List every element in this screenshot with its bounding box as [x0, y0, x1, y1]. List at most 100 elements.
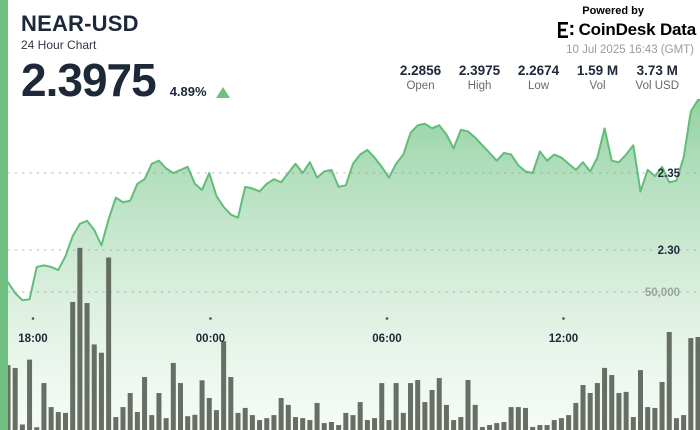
volume-bar: [652, 407, 658, 430]
stat-label: Low: [527, 80, 550, 92]
volume-bar: [242, 407, 248, 430]
volume-bar: [91, 344, 97, 430]
chart-period-subtitle: 24 Hour Chart: [21, 38, 97, 52]
volume-bar: [106, 257, 112, 430]
volume-bar: [285, 404, 291, 430]
volume-bar: [235, 412, 241, 430]
volume-bar: [307, 420, 313, 430]
volume-bar: [213, 410, 219, 430]
volume-bar: [84, 303, 90, 430]
volume-bar: [127, 393, 133, 430]
volume-bar: [537, 425, 543, 430]
volume-bar: [422, 402, 428, 430]
brand-accent-stripe: [0, 0, 8, 430]
stat-label: Vol USD: [635, 80, 679, 92]
volume-bar: [221, 341, 227, 430]
volume-bar: [5, 365, 11, 430]
quote-timestamp: 10 Jul 2025 16:43 (GMT): [566, 44, 694, 56]
volume-bar: [688, 338, 694, 430]
x-tick-dot: [31, 317, 35, 320]
volume-bar: [19, 424, 25, 430]
volume-bar: [479, 426, 485, 430]
volume-bar: [185, 416, 191, 430]
x-axis-label: 00:00: [196, 333, 225, 345]
volume-bar: [264, 418, 270, 430]
volume-bar: [55, 412, 61, 430]
x-axis-label: 06:00: [372, 333, 401, 345]
volume-bar: [41, 383, 47, 430]
volume-bar: [156, 393, 162, 430]
volume-bar: [400, 412, 406, 430]
volume-bar: [386, 420, 392, 430]
stat-label: Vol: [589, 80, 606, 92]
volume-bar: [451, 420, 457, 430]
volume-bar: [494, 423, 500, 430]
volume-bar: [350, 415, 356, 430]
volume-bar: [372, 418, 378, 430]
volume-bar: [681, 415, 687, 430]
volume-bar: [558, 418, 564, 430]
volume-axis-label: 50,000: [645, 287, 680, 299]
coindesk-logo-text: CoinDesk Data: [578, 20, 697, 39]
volume-bar: [501, 422, 507, 430]
volume-bar: [163, 418, 169, 430]
volume-bar: [551, 420, 557, 430]
volume-bar: [515, 407, 521, 430]
stat-label: Open: [406, 80, 435, 92]
coindesk-mark-icon: [557, 22, 573, 38]
volume-bar: [580, 385, 586, 430]
volume-bar: [113, 417, 119, 430]
volume-bar: [206, 397, 212, 430]
volume-bar: [508, 407, 514, 430]
volume-bar: [48, 407, 54, 430]
price-line: [7, 98, 700, 302]
instrument-title: NEAR-USD: [21, 11, 139, 36]
volume-bar: [120, 407, 126, 430]
stat-label: High: [467, 80, 492, 92]
up-triangle-icon: [215, 87, 230, 98]
volume-bar: [364, 420, 370, 430]
volume-bar: [415, 380, 421, 430]
volume-bar: [587, 393, 593, 430]
volume-bar: [77, 247, 83, 430]
volume-bar: [630, 417, 636, 430]
volume-bar: [134, 412, 140, 430]
volume-bar: [228, 377, 234, 430]
volume-bar: [192, 414, 198, 430]
volume-bar: [393, 383, 399, 430]
volume-bar: [544, 425, 550, 430]
coindesk-logo[interactable]: CoinDesk Data: [400, 20, 696, 40]
volume-bar: [293, 417, 298, 430]
volume-bar: [12, 367, 18, 430]
price-axis-label: 2.30: [658, 245, 680, 257]
header-left: NEAR-USD 24 Hour Chart 2.3975 4.89%: [21, 11, 230, 103]
volume-bar: [638, 370, 643, 430]
volume-bar: [278, 397, 284, 430]
price-row: 2.3975 4.89%: [21, 57, 230, 103]
x-axis-label: 12:00: [549, 333, 578, 345]
volume-bar: [63, 412, 68, 430]
volume-bar: [436, 378, 442, 430]
stat-high: 2.3975 High: [459, 63, 501, 92]
volume-bar: [523, 407, 528, 430]
volume-bar: [695, 336, 700, 430]
volume-bar: [178, 383, 183, 430]
price-axis-label: 2.35: [658, 168, 681, 180]
volume-bar: [34, 427, 40, 430]
volume-bar: [443, 404, 449, 430]
stats-row: 2.2856 Open 2.3975 High 2.2674 Low 1.59 M Vol 3.…: [400, 63, 679, 92]
volume-bar: [314, 402, 320, 430]
stat-value: 3.73 M: [636, 63, 678, 78]
stat-low: 2.2674 Low: [518, 63, 560, 92]
volume-bar: [623, 391, 629, 430]
header-right: Powered by CoinDesk Data 10 Jul 2025 16:…: [400, 5, 696, 92]
volume-bar: [357, 402, 363, 430]
stat-value: 2.2856: [399, 63, 442, 78]
volume-bar: [321, 423, 327, 430]
stat-vol: 1.59 M Vol: [577, 63, 619, 92]
volume-bar: [458, 417, 464, 430]
volume-bar: [70, 301, 76, 430]
stat-vol-usd: 3.73 M Vol USD: [636, 63, 679, 92]
volume-bar: [271, 415, 277, 430]
